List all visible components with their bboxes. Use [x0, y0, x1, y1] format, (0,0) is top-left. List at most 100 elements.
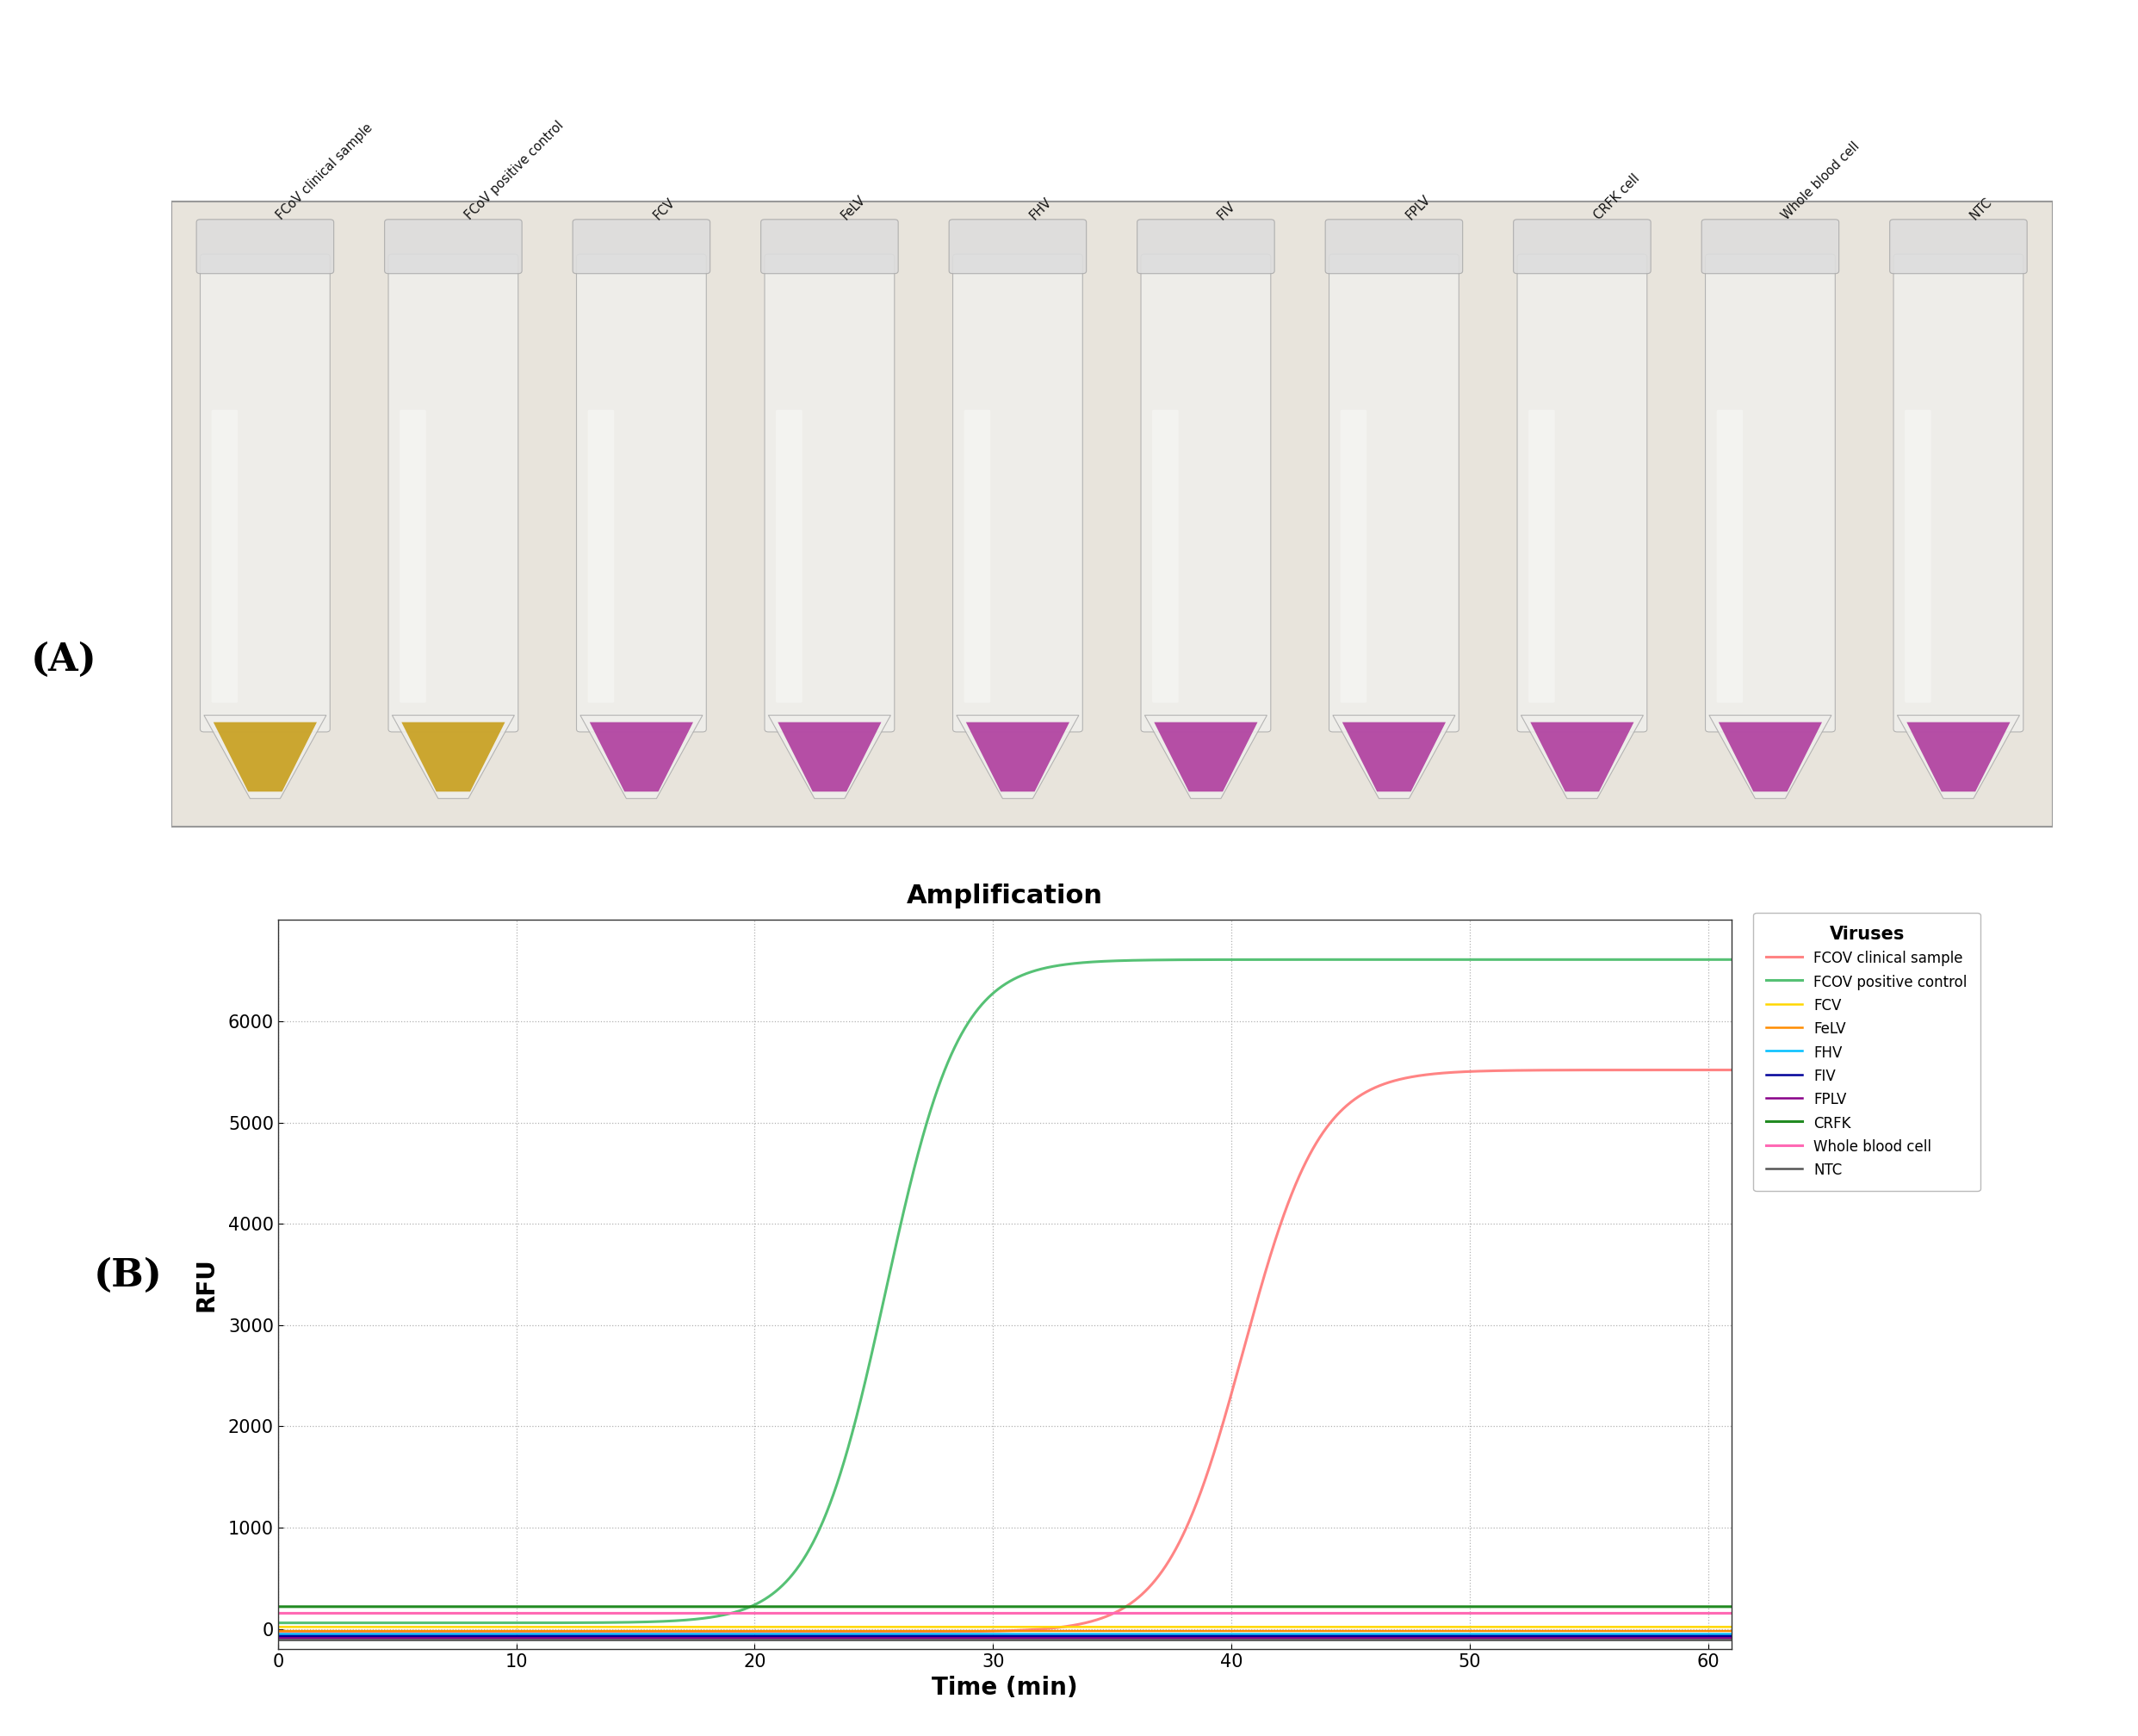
- FancyBboxPatch shape: [400, 410, 425, 703]
- Polygon shape: [966, 722, 1069, 792]
- FCOV clinical sample: [517, 1621, 543, 1642]
- FHV: [1533, 1623, 1559, 1644]
- Whole blood cell: [265, 1602, 291, 1623]
- CRFK: [1719, 1597, 1745, 1618]
- FHV: [885, 1623, 911, 1644]
- FCV: [1691, 1616, 1717, 1637]
- FancyBboxPatch shape: [1518, 253, 1646, 733]
- FPLV: [1691, 1628, 1717, 1649]
- Polygon shape: [203, 715, 327, 799]
- CRFK: [265, 1597, 291, 1618]
- Whole blood cell: [823, 1602, 849, 1623]
- Line: FCOV positive control: FCOV positive control: [278, 960, 1732, 1623]
- Line: FCOV clinical sample: FCOV clinical sample: [278, 1069, 1732, 1632]
- CRFK: [885, 1597, 911, 1618]
- Polygon shape: [1907, 722, 2010, 792]
- Whole blood cell: [885, 1602, 911, 1623]
- FancyBboxPatch shape: [776, 410, 802, 703]
- FPLV: [1533, 1628, 1559, 1649]
- FHV: [265, 1623, 291, 1644]
- FancyBboxPatch shape: [201, 253, 329, 733]
- Legend: FCOV clinical sample, FCOV positive control, FCV, FeLV, FHV, FIV, FPLV, CRFK, Wh: FCOV clinical sample, FCOV positive cont…: [1753, 913, 1980, 1191]
- FeLV: [265, 1621, 291, 1642]
- Text: FCV: FCV: [650, 196, 678, 222]
- FancyBboxPatch shape: [1326, 219, 1462, 274]
- Polygon shape: [1520, 715, 1644, 799]
- Polygon shape: [768, 715, 892, 799]
- FPLV: [517, 1628, 543, 1649]
- FIV: [432, 1625, 458, 1646]
- FancyBboxPatch shape: [1890, 219, 2027, 274]
- NTC: [1719, 1630, 1745, 1651]
- FancyBboxPatch shape: [1529, 410, 1554, 703]
- FPLV: [432, 1628, 458, 1649]
- FHV: [517, 1623, 543, 1644]
- FPLV: [265, 1628, 291, 1649]
- Polygon shape: [1144, 715, 1268, 799]
- FCOV positive control: [432, 1613, 458, 1634]
- X-axis label: Time (min): Time (min): [932, 1675, 1078, 1700]
- FCOV positive control: [1533, 950, 1559, 970]
- FCOV clinical sample: [265, 1621, 291, 1642]
- FeLV: [885, 1621, 911, 1642]
- FIV: [823, 1625, 849, 1646]
- Whole blood cell: [1719, 1602, 1745, 1623]
- Polygon shape: [1332, 715, 1456, 799]
- FPLV: [1719, 1628, 1745, 1649]
- FCV: [265, 1616, 291, 1637]
- FancyBboxPatch shape: [588, 410, 614, 703]
- Y-axis label: RFU: RFU: [195, 1257, 218, 1312]
- FCV: [885, 1616, 911, 1637]
- FCV: [432, 1616, 458, 1637]
- Polygon shape: [1531, 722, 1633, 792]
- FCOV clinical sample: [1533, 1059, 1559, 1080]
- FCOV positive control: [823, 1477, 849, 1498]
- FCOV clinical sample: [1691, 1059, 1717, 1080]
- FancyBboxPatch shape: [949, 219, 1086, 274]
- FHV: [1691, 1623, 1717, 1644]
- Polygon shape: [1896, 715, 2020, 799]
- Whole blood cell: [432, 1602, 458, 1623]
- FCOV positive control: [517, 1613, 543, 1634]
- FeLV: [517, 1621, 543, 1642]
- FancyBboxPatch shape: [573, 219, 710, 274]
- FancyBboxPatch shape: [1152, 410, 1178, 703]
- NTC: [1691, 1630, 1717, 1651]
- Title: Amplification: Amplification: [907, 884, 1103, 908]
- Whole blood cell: [1533, 1602, 1559, 1623]
- FancyBboxPatch shape: [765, 253, 894, 733]
- FIV: [1719, 1625, 1745, 1646]
- FCOV clinical sample: [1719, 1059, 1745, 1080]
- FHV: [1719, 1623, 1745, 1644]
- FIV: [1691, 1625, 1717, 1646]
- FancyBboxPatch shape: [1514, 219, 1651, 274]
- Whole blood cell: [1691, 1602, 1717, 1623]
- FPLV: [823, 1628, 849, 1649]
- FCOV positive control: [885, 1224, 911, 1245]
- FancyBboxPatch shape: [1330, 253, 1458, 733]
- FancyBboxPatch shape: [1341, 410, 1366, 703]
- FancyBboxPatch shape: [389, 253, 517, 733]
- FCV: [1719, 1616, 1745, 1637]
- FCOV clinical sample: [885, 1621, 911, 1642]
- Text: FIV: FIV: [1214, 200, 1238, 222]
- Polygon shape: [391, 715, 515, 799]
- Polygon shape: [590, 722, 693, 792]
- NTC: [517, 1630, 543, 1651]
- CRFK: [517, 1597, 543, 1618]
- FIV: [885, 1625, 911, 1646]
- FancyBboxPatch shape: [385, 219, 522, 274]
- FancyBboxPatch shape: [197, 219, 334, 274]
- Polygon shape: [778, 722, 881, 792]
- NTC: [885, 1630, 911, 1651]
- Polygon shape: [1155, 722, 1257, 792]
- Polygon shape: [402, 722, 505, 792]
- FCOV positive control: [1691, 950, 1717, 970]
- FancyBboxPatch shape: [1717, 410, 1742, 703]
- FCOV clinical sample: [432, 1621, 458, 1642]
- NTC: [265, 1630, 291, 1651]
- Text: FCoV positive control: FCoV positive control: [462, 118, 567, 222]
- Whole blood cell: [517, 1602, 543, 1623]
- FancyBboxPatch shape: [1894, 253, 2023, 733]
- FIV: [265, 1625, 291, 1646]
